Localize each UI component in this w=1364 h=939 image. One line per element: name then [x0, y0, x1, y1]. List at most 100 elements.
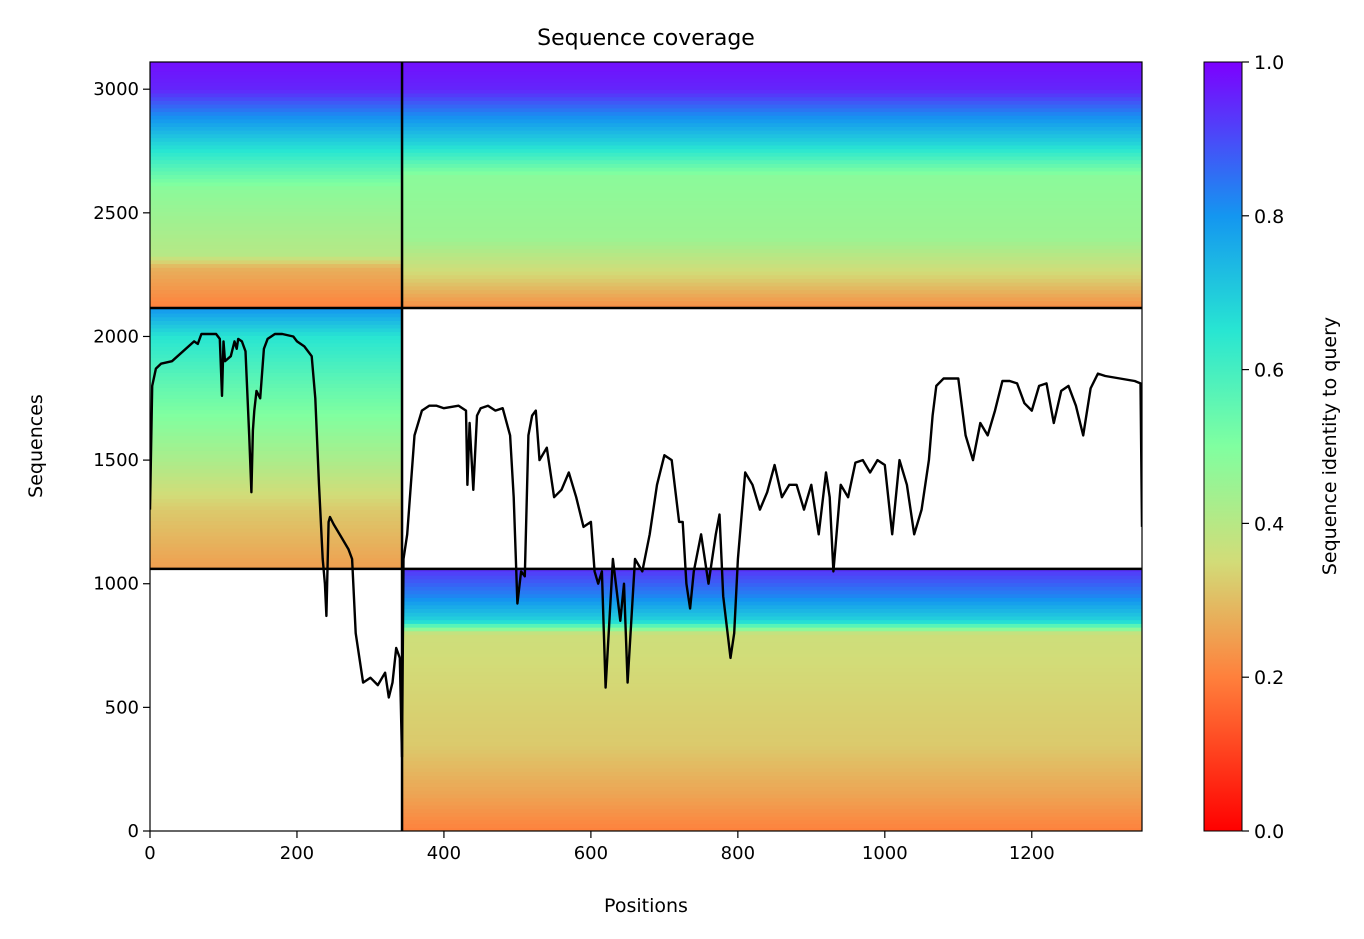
heatmap-strip — [150, 241, 403, 246]
heatmap-strip — [150, 409, 403, 414]
heatmap-strip — [402, 141, 1142, 146]
heatmap-strip — [150, 215, 403, 220]
heatmap-strip — [150, 491, 403, 496]
heatmap-strip — [150, 320, 403, 325]
heatmap-strip — [402, 285, 1142, 291]
heatmap-strip — [150, 327, 403, 333]
heatmap-strip — [402, 586, 1142, 591]
colorbar-tick-label: 0.4 — [1254, 513, 1284, 535]
heatmap-strip — [402, 686, 1142, 691]
heatmap-strip — [150, 222, 403, 228]
heatmap-strip — [150, 502, 403, 507]
heatmap-strip — [402, 682, 1142, 687]
heatmap-strip — [150, 479, 403, 485]
heatmap-block-0 — [150, 62, 403, 309]
heatmap-strip — [150, 137, 403, 142]
heatmap-strip — [150, 372, 403, 377]
heatmap-strip — [150, 316, 403, 321]
heatmap-strip — [150, 63, 403, 68]
heatmap-strip — [150, 342, 403, 347]
heatmap-strip — [402, 244, 1142, 250]
heatmap-strip — [402, 745, 1142, 751]
heatmap-strip — [402, 816, 1142, 821]
heatmap-strip — [402, 601, 1142, 606]
heatmap-strip — [402, 215, 1142, 220]
heatmap-strip — [150, 550, 403, 555]
heatmap-strip — [150, 376, 403, 381]
heatmap-strip — [402, 630, 1142, 636]
heatmap-strip — [402, 675, 1142, 680]
heatmap-strip — [402, 226, 1142, 231]
heatmap-strip — [150, 111, 403, 116]
heatmap-strip — [150, 170, 403, 176]
y-tick-label: 1500 — [93, 450, 139, 471]
heatmap-strip — [402, 767, 1142, 773]
heatmap-strip — [150, 476, 403, 481]
heatmap-strip — [150, 293, 403, 298]
heatmap-strip — [402, 174, 1142, 179]
heatmap-strip — [402, 641, 1142, 647]
x-tick-label: 800 — [721, 843, 755, 864]
heatmap-strip — [150, 420, 403, 425]
heatmap-strip — [402, 782, 1142, 788]
heatmap-strip — [150, 233, 403, 239]
heatmap-strip — [402, 62, 1142, 64]
heatmap-strip — [402, 690, 1142, 695]
y-tick-label: 1000 — [93, 574, 139, 595]
heatmap-strip — [402, 81, 1142, 87]
heatmap-strip — [150, 465, 403, 470]
heatmap-strip — [150, 439, 403, 444]
heatmap-strip — [150, 498, 403, 503]
heatmap-strip — [150, 196, 403, 202]
y-tick-label: 3000 — [93, 79, 139, 100]
y-tick-label: 0 — [128, 821, 139, 842]
colorbar-fill — [1203, 61, 1243, 832]
heatmap-strip — [150, 282, 403, 287]
heatmap-strip — [150, 96, 403, 101]
heatmap-strip — [402, 282, 1142, 287]
heatmap-strip — [402, 63, 1142, 68]
y-tick-label: 2000 — [93, 326, 139, 347]
heatmap-strip — [150, 148, 403, 153]
heatmap-strip — [150, 70, 403, 75]
heatmap-strip — [150, 446, 403, 451]
plot-frame — [149, 61, 1143, 832]
heatmap-strip — [402, 230, 1142, 235]
heatmap-strip — [402, 575, 1142, 580]
heatmap-strip — [402, 627, 1142, 632]
heatmap-strip — [150, 546, 403, 551]
heatmap-strip — [402, 597, 1142, 602]
heatmap-strip — [402, 708, 1142, 713]
heatmap-strip — [150, 193, 403, 198]
heatmap-strip — [150, 487, 403, 492]
heatmap-strip — [402, 104, 1142, 109]
heatmap-strip — [150, 66, 403, 72]
coverage-heatmap — [150, 62, 1142, 831]
heatmap-strip — [402, 129, 1142, 135]
heatmap-strip — [150, 509, 403, 514]
heatmap-strip — [402, 211, 1142, 216]
heatmap-strip — [150, 435, 403, 440]
heatmap-strip — [402, 178, 1142, 183]
heatmap-strip — [150, 178, 403, 183]
heatmap-strip — [402, 652, 1142, 658]
heatmap-strip — [402, 252, 1142, 257]
heatmap-strip — [402, 267, 1142, 272]
heatmap-strip — [150, 141, 403, 146]
heatmap-strip — [150, 442, 403, 448]
heatmap-strip — [150, 122, 403, 127]
heatmap-strip — [402, 697, 1142, 702]
heatmap-strip — [150, 413, 403, 418]
heatmap-strip — [150, 554, 403, 559]
heatmap-strip — [402, 66, 1142, 72]
heatmap-strip — [402, 805, 1142, 810]
y-axis-label: Sequences — [25, 394, 47, 498]
y-axis: 0 500 1000 1500 2000 2500 3000 — [93, 79, 150, 842]
heatmap-strip — [402, 126, 1142, 131]
heatmap-strip — [402, 300, 1142, 305]
heatmap-strip — [402, 155, 1142, 161]
heatmap-strip — [402, 111, 1142, 116]
colorbar-tick-label: 0.6 — [1254, 360, 1284, 382]
heatmap-strip — [402, 133, 1142, 139]
